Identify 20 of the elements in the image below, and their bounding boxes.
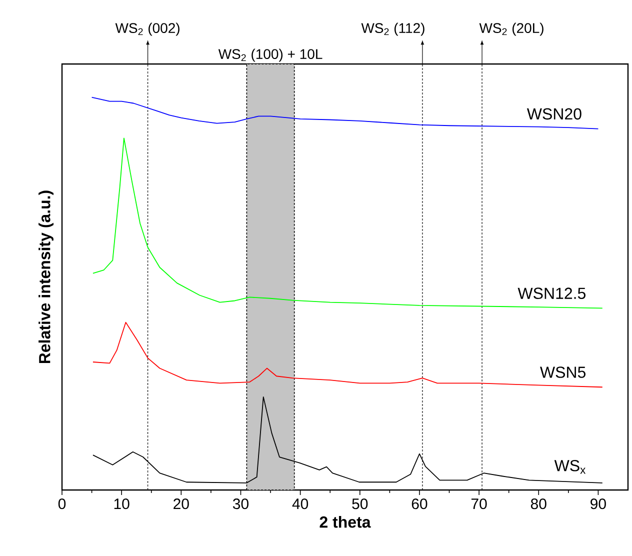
x-tick-label: 60	[412, 498, 428, 510]
x-tick-label: 50	[352, 498, 368, 510]
series-label: WSN20	[526, 108, 582, 120]
series-label: WSN12.5	[518, 288, 586, 299]
series-label: WS$_{x}$	[554, 460, 586, 474]
x-tick-label: 90	[590, 498, 606, 510]
y-axis-title: Relative intensity (a.u.)	[38, 190, 54, 364]
ref-line-label: WS$_{2}$ (20L)	[479, 22, 544, 36]
band-label: WS$_{2}$ (100) + 10L	[218, 48, 322, 62]
series-label: WSN5	[540, 366, 586, 378]
x-tick-label: 30	[232, 498, 248, 510]
x-axis-title: 2 theta	[320, 516, 371, 528]
x-tick-label: 80	[530, 498, 546, 510]
x-tick-label: 0	[58, 498, 66, 510]
x-tick-label: 40	[292, 498, 308, 510]
ref-line-label: WS$_{2}$ (112)	[361, 22, 424, 36]
x-tick-label: 20	[174, 498, 189, 510]
x-tick-label: 70	[471, 498, 487, 510]
x-tick-label: 10	[114, 498, 130, 510]
ref-line-label: WS$_{2}$ (002)	[115, 22, 180, 36]
